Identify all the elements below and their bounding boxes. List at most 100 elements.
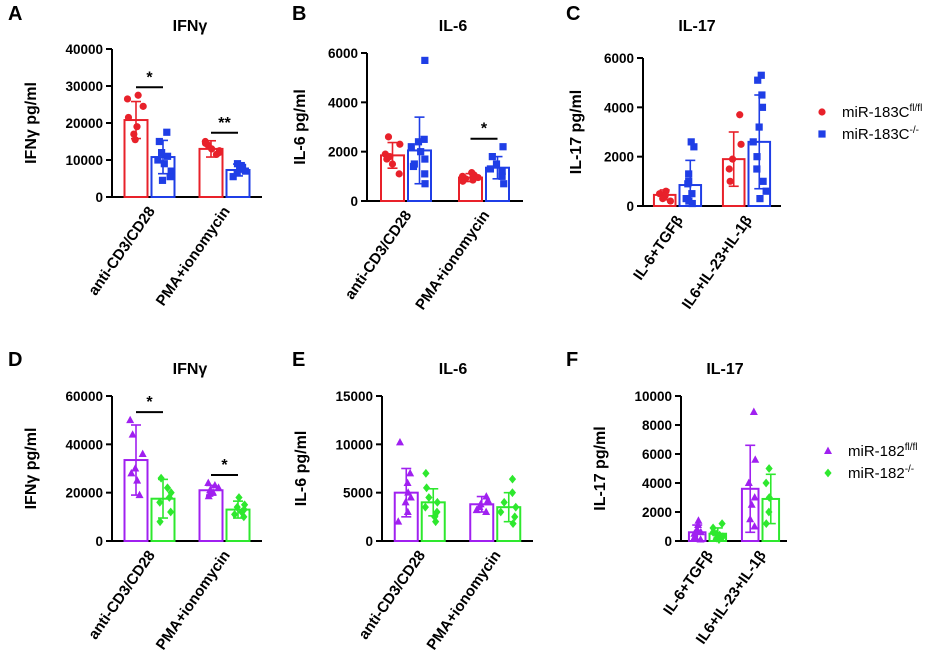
y-tick-label: 0 (350, 194, 358, 209)
y-axis-label: IL-17 pg/ml (592, 426, 609, 510)
y-tick-label: 20000 (65, 116, 103, 131)
data-point (762, 519, 770, 528)
data-point (401, 497, 410, 506)
legend-label: miR-182fl/fl (848, 442, 917, 460)
data-point (712, 529, 720, 539)
data-point (154, 156, 162, 164)
x-category-label: PMA+ionomycin (153, 204, 234, 310)
significance-label: * (146, 394, 153, 411)
data-point (204, 491, 213, 500)
data-point (123, 95, 132, 103)
data-point (155, 137, 163, 146)
data-point (750, 522, 759, 530)
data-point (765, 464, 773, 473)
data-point (403, 478, 412, 486)
data-point (696, 535, 705, 543)
data-point (688, 199, 696, 208)
data-point (737, 140, 745, 148)
data-point (421, 502, 429, 512)
data-point (432, 517, 440, 527)
panel-D: D IFNγ 0 20000 40000 60000 IFNγ pg/ml * * anti-CD… (8, 349, 262, 653)
data-point (417, 148, 425, 156)
data-point (749, 138, 757, 146)
x-category-label: anti-CD3/CD28 (342, 208, 416, 303)
panel-F: F IL-17 0 2000 4000 6000 8000 10000 IL-17 pg/ml I… (566, 349, 787, 647)
data-point (421, 155, 429, 163)
data-point (166, 173, 174, 181)
y-axis-label: IL-6 pg/ml (293, 431, 310, 507)
data-point (499, 143, 507, 151)
panel-letter: B (292, 3, 306, 25)
x-category-label: PMA+ionomycin (412, 208, 493, 314)
data-point (511, 512, 519, 522)
data-point (167, 507, 175, 517)
legend-top: miR-183Cfl/fl miR-183C-/- (818, 103, 922, 143)
data-point (126, 415, 135, 424)
data-point (749, 407, 758, 415)
panel-E: E IL-6 0 5000 10000 15000 IL-6 pg/ml anti-CD3/C… (292, 349, 533, 653)
data-point (130, 130, 138, 138)
y-tick-label: 10000 (65, 153, 103, 168)
data-point (736, 111, 744, 119)
data-point (762, 478, 770, 488)
data-point (486, 165, 495, 173)
data-point (420, 135, 428, 143)
data-point (762, 187, 770, 195)
y-tick-label: 6000 (642, 447, 672, 462)
data-point (469, 176, 477, 184)
data-point (472, 505, 481, 514)
data-point (744, 478, 753, 486)
x-category-label: anti-CD3/CD28 (355, 548, 429, 643)
legend-marker (824, 446, 832, 454)
data-point (497, 507, 505, 517)
data-point (492, 160, 501, 168)
data-point (240, 500, 249, 510)
x-category-label: PMA+ionomycin (423, 548, 504, 654)
panel-title: IL-17 (678, 18, 715, 35)
data-point (754, 76, 762, 84)
data-point (659, 195, 667, 203)
data-point (124, 113, 133, 122)
data-point (384, 133, 393, 141)
data-point (718, 519, 726, 528)
data-point (404, 488, 413, 496)
data-point (758, 91, 766, 99)
data-point (386, 153, 394, 161)
x-category-label: PMA+ionomycin (153, 548, 234, 654)
data-point (690, 143, 698, 151)
y-tick-label: 2000 (604, 150, 634, 165)
data-point (693, 525, 702, 533)
x-category-label: IL-6+TGFβ (660, 548, 717, 619)
panel-letter: A (8, 3, 22, 25)
data-point (765, 507, 773, 517)
data-point (414, 138, 423, 146)
y-tick-label: 4000 (328, 95, 358, 110)
data-point (407, 143, 415, 151)
data-point (666, 197, 675, 205)
y-tick-label: 4000 (642, 476, 672, 491)
data-point (237, 161, 245, 170)
data-point (765, 493, 773, 502)
y-axis-label: IL-6 pg/ml (292, 89, 309, 165)
data-point (157, 473, 165, 483)
data-point (422, 468, 430, 478)
significance-label: * (221, 457, 228, 474)
panel-title: IL-6 (439, 361, 468, 378)
legend-label: miR-183C-/- (842, 125, 919, 143)
y-tick-label: 20000 (65, 486, 103, 501)
panel-title: IFNγ (173, 18, 208, 35)
data-point (215, 147, 224, 155)
data-point (685, 177, 693, 185)
data-point (236, 165, 244, 173)
data-point (488, 153, 496, 161)
data-point (508, 488, 517, 498)
data-point (750, 493, 759, 501)
data-point (156, 497, 164, 507)
data-point (751, 455, 760, 463)
legend-marker (824, 468, 832, 478)
data-point (512, 502, 520, 512)
data-point (422, 483, 431, 493)
panel-B: B IL-6 0 2000 4000 6000 IL-6 pg/ml * anti-CD3/CD… (292, 3, 523, 313)
legend-marker (818, 108, 826, 116)
y-tick-label: 5000 (343, 486, 373, 501)
